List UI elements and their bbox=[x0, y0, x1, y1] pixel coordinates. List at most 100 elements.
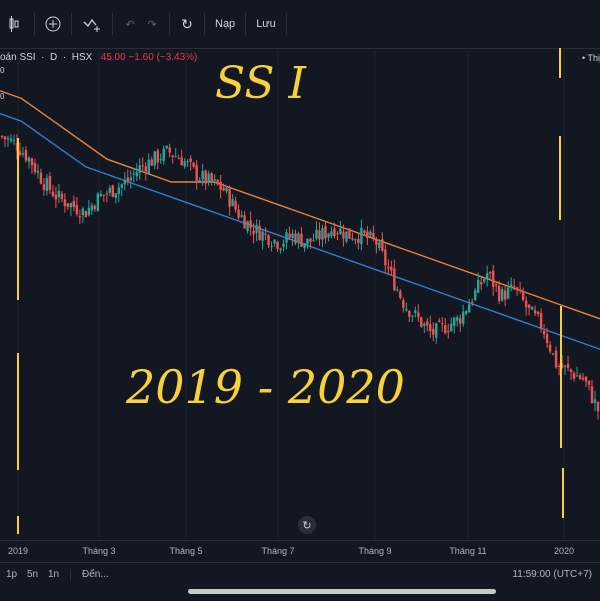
time-tick: Tháng 5 bbox=[169, 546, 203, 556]
candle-body bbox=[285, 232, 288, 243]
candle-body bbox=[39, 172, 43, 184]
candle-body bbox=[497, 286, 501, 301]
candle-body bbox=[330, 231, 333, 237]
candle-body bbox=[500, 289, 504, 301]
candle-body bbox=[363, 230, 366, 233]
candle-body bbox=[141, 165, 144, 167]
candle-body bbox=[300, 233, 303, 247]
timeframe-1n[interactable]: 1n bbox=[48, 569, 60, 580]
toolbar-divider bbox=[204, 13, 205, 35]
candle-body bbox=[405, 308, 408, 311]
time-tick: Tháng 3 bbox=[82, 546, 116, 556]
time-tick: Tháng 9 bbox=[358, 546, 392, 556]
candle-body bbox=[536, 311, 540, 314]
toolbar-divider bbox=[112, 13, 113, 35]
candle-body bbox=[459, 318, 462, 324]
candle-body bbox=[351, 238, 354, 240]
candle-body bbox=[557, 365, 561, 367]
candle-body bbox=[354, 239, 357, 241]
candle-body bbox=[381, 239, 384, 251]
candle-body bbox=[111, 185, 115, 197]
time-axis[interactable]: 2019 Tháng 3 Tháng 5 Tháng 7 Tháng 9 Thá… bbox=[0, 540, 600, 563]
candle-body bbox=[237, 209, 240, 218]
candle-body bbox=[291, 233, 294, 239]
candle-body bbox=[81, 208, 85, 216]
candle-body bbox=[123, 180, 126, 185]
candle-body bbox=[180, 157, 183, 166]
candle-body bbox=[156, 150, 159, 163]
candle-body bbox=[560, 363, 564, 368]
candle-body bbox=[288, 233, 291, 238]
clock-readout[interactable]: 11:59:00 (UTC+7) bbox=[512, 569, 592, 580]
candle-body bbox=[530, 307, 534, 310]
candle-body bbox=[411, 315, 414, 317]
candle-body bbox=[575, 375, 579, 377]
candle-body bbox=[105, 193, 109, 195]
candle-body bbox=[138, 165, 141, 173]
candle-body bbox=[566, 364, 570, 368]
ma-long-line bbox=[0, 90, 600, 320]
candle-body bbox=[129, 177, 132, 181]
candle-body bbox=[441, 323, 444, 325]
candle-body bbox=[258, 225, 261, 241]
candle-body bbox=[309, 238, 312, 242]
candle-body bbox=[545, 334, 549, 344]
home-indicator bbox=[188, 589, 496, 594]
candle-body bbox=[216, 179, 219, 185]
candle-body bbox=[303, 243, 306, 248]
redo-icon[interactable]: ↷ bbox=[147, 18, 157, 31]
candle-body bbox=[276, 241, 279, 249]
candle-body bbox=[75, 205, 79, 215]
candle-body bbox=[297, 233, 300, 242]
reload-icon[interactable]: ↻ bbox=[181, 15, 193, 32]
candle-body bbox=[42, 184, 46, 190]
left-tick: 0 bbox=[0, 92, 5, 101]
candle-body bbox=[150, 159, 153, 166]
candle-body bbox=[30, 158, 34, 166]
compare-icon[interactable] bbox=[78, 9, 106, 39]
candle-body bbox=[402, 300, 405, 309]
candle-body bbox=[509, 284, 513, 288]
candle-body bbox=[264, 233, 267, 235]
candle-body bbox=[447, 331, 450, 333]
candle-body bbox=[435, 323, 438, 338]
goto-date-button[interactable]: Đến... bbox=[82, 569, 109, 580]
candle-body bbox=[48, 175, 52, 190]
candle-body bbox=[174, 156, 177, 158]
candle-body bbox=[108, 187, 112, 193]
candle-body bbox=[90, 205, 94, 211]
candle-body bbox=[63, 199, 67, 207]
candle-body bbox=[426, 321, 429, 326]
candle-body bbox=[533, 309, 537, 314]
candle-body bbox=[587, 380, 591, 385]
time-tick: 2019 bbox=[7, 546, 29, 556]
candle-body bbox=[396, 289, 399, 291]
candle-body bbox=[512, 286, 516, 288]
candle-body bbox=[282, 243, 285, 247]
bar-style-icon[interactable] bbox=[0, 9, 28, 39]
timeframe-5n[interactable]: 5n bbox=[27, 569, 39, 580]
bottom-divider bbox=[70, 569, 71, 581]
candle-body bbox=[279, 248, 282, 250]
candle-body bbox=[539, 313, 543, 329]
candle-body bbox=[162, 148, 165, 161]
candle-body bbox=[584, 376, 588, 382]
reset-chart-icon[interactable]: ↻ bbox=[298, 516, 316, 534]
candle-body bbox=[315, 229, 318, 239]
add-indicator-icon[interactable] bbox=[41, 9, 65, 39]
toolbar-divider bbox=[245, 13, 247, 35]
candle-body bbox=[96, 193, 100, 212]
exchange-label: HSX bbox=[71, 52, 93, 63]
price-chart[interactable] bbox=[0, 48, 600, 540]
candle-body bbox=[3, 136, 7, 139]
load-layout-button[interactable]: Nạp bbox=[215, 18, 236, 30]
candle-body bbox=[24, 150, 28, 161]
right-panel-label[interactable]: • Thị bbox=[582, 53, 600, 63]
candle-body bbox=[462, 311, 465, 324]
candle-body bbox=[312, 240, 315, 242]
timeframe-1p[interactable]: 1p bbox=[6, 569, 18, 580]
undo-icon[interactable]: ↶ bbox=[125, 18, 135, 31]
candle-body bbox=[569, 369, 573, 373]
candle-body bbox=[78, 216, 82, 218]
save-layout-button[interactable]: Lưu bbox=[256, 18, 276, 30]
